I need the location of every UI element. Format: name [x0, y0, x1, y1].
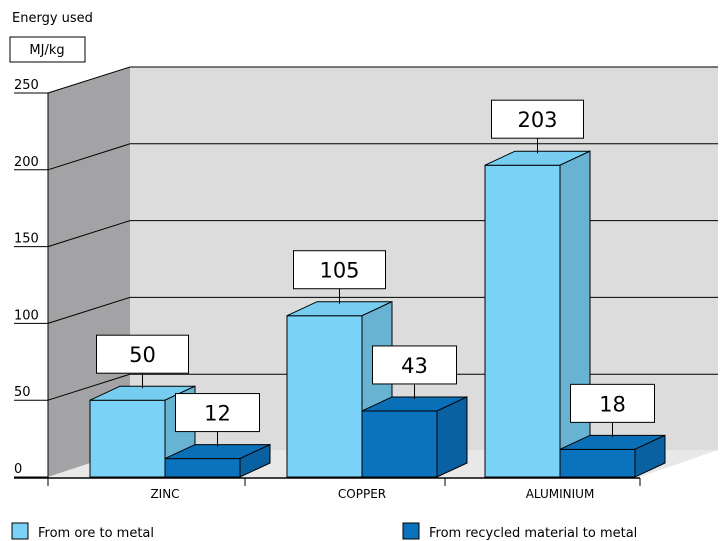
- chart-title: Energy used: [12, 11, 93, 26]
- legend-label-recycled: From recycled material to metal: [429, 526, 637, 541]
- data-label-box: [175, 393, 260, 433]
- data-label-aluminium-recycled: 18: [599, 392, 626, 416]
- y-unit-box: [9, 36, 86, 63]
- bar-front: [361, 410, 438, 478]
- data-label-box: [293, 250, 386, 290]
- y-tick-label-100: 100: [14, 308, 39, 323]
- bar-front: [286, 315, 363, 478]
- bar-side: [239, 443, 271, 478]
- category-label-copper: COPPER: [338, 487, 386, 501]
- data-label-zinc-recycled: 12: [204, 402, 231, 426]
- data-label-box: [491, 99, 584, 139]
- data-label-box: [570, 383, 655, 423]
- data-label-copper-recycled: 43: [401, 354, 428, 378]
- legend-label-ore: From ore to metal: [38, 526, 154, 541]
- category-label-zinc: ZINC: [150, 487, 179, 501]
- bar-copper-recycled: [361, 396, 468, 478]
- bar-front: [164, 458, 241, 478]
- gridline-250: [47, 66, 718, 94]
- bar-aluminium-ore: [484, 150, 591, 478]
- y-axis-ticks: 0 50 100 150 200 250: [14, 78, 48, 478]
- y-tick-label-250: 250: [14, 78, 39, 93]
- legend-swatch-ore: [11, 522, 29, 540]
- data-label-copper-ore: 105: [319, 259, 359, 283]
- gridline-200: [47, 143, 718, 171]
- data-labels: 50 12 105 43 203 18: [96, 99, 655, 447]
- bar-front: [559, 448, 636, 478]
- y-tick-label-50: 50: [14, 385, 31, 400]
- bar-aluminium-recycled: [559, 434, 666, 478]
- bar-side: [559, 150, 591, 478]
- y-tick-label-0: 0: [14, 462, 22, 477]
- legend-swatch-recycled: [402, 522, 420, 540]
- y-axis-unit: MJ/kg: [29, 43, 64, 58]
- bar-zinc-recycled: [164, 443, 271, 478]
- category-labels: ZINC COPPER ALUMINIUM: [150, 478, 641, 501]
- left-wall: [48, 67, 130, 477]
- bar-front: [89, 399, 166, 478]
- bar-side: [634, 434, 666, 478]
- y-tick-label-200: 200: [14, 155, 39, 170]
- data-label-box: [372, 345, 457, 385]
- category-label-aluminium: ALUMINIUM: [526, 487, 595, 501]
- y-tick-label-150: 150: [14, 232, 39, 247]
- data-label-aluminium-ore: 203: [517, 108, 557, 132]
- data-label-zinc-ore: 50: [129, 343, 156, 367]
- bar-front: [484, 164, 561, 478]
- data-label-box: [96, 334, 189, 374]
- bar-side: [436, 396, 468, 478]
